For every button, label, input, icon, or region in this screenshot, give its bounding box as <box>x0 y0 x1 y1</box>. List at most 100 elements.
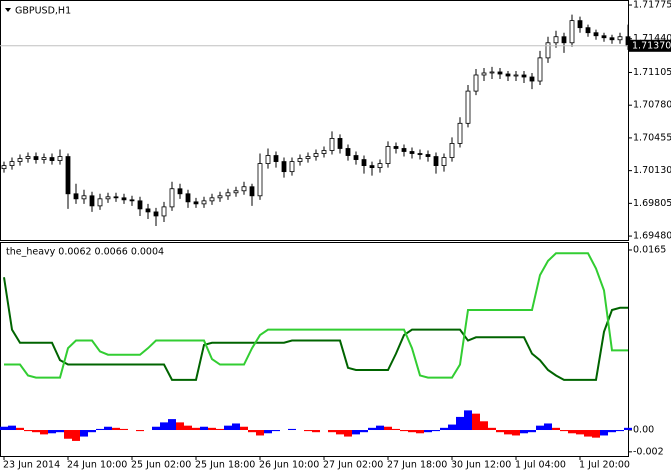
candle-body <box>505 73 511 77</box>
histogram-bar <box>184 425 192 431</box>
y-tick-label: -0.002 <box>633 446 664 457</box>
candle-body <box>121 197 127 201</box>
histogram-bar <box>216 428 224 431</box>
candle-body <box>433 156 439 166</box>
histogram-bar <box>344 430 352 437</box>
histogram-bar <box>24 430 32 432</box>
candle-body <box>409 151 415 154</box>
x-tick-label: 23 Jun 2014 <box>3 460 60 471</box>
candle-body <box>585 27 591 34</box>
histogram-bar <box>208 427 216 431</box>
menu-arrow[interactable] <box>5 8 11 12</box>
y-tick-label: 1.70455 <box>633 132 671 143</box>
candle-body <box>17 158 23 162</box>
histogram-bar <box>200 426 208 431</box>
candle-body <box>305 156 311 159</box>
candle-body <box>385 146 391 164</box>
y-tick-label: 1.69480 <box>633 231 671 242</box>
histogram-bar <box>136 430 144 432</box>
histogram-bar <box>504 430 512 435</box>
x-tick-label: 30 Jun 12:00 <box>451 460 511 471</box>
candle-body <box>289 161 295 173</box>
symbol-title: GBPUSD,H1 <box>15 6 71 17</box>
candle-body <box>137 200 143 210</box>
price-label-box <box>628 39 671 52</box>
histogram-bar <box>352 430 360 435</box>
histogram-bar <box>40 430 48 435</box>
histogram-bar <box>368 427 376 431</box>
indicator-line <box>3 277 628 381</box>
candle-body <box>369 165 375 169</box>
histogram-bar <box>72 430 80 441</box>
candle-body <box>129 199 135 202</box>
candle-body <box>241 186 247 192</box>
histogram-bar <box>528 430 536 433</box>
y-tick-label: 0.00 <box>633 425 654 436</box>
histogram-bar <box>80 430 88 437</box>
candle-body <box>193 201 199 205</box>
y-tick-label: 1.71105 <box>633 67 671 78</box>
y-tick-label: 0.0165 <box>633 244 666 255</box>
histogram-bar <box>400 430 408 432</box>
histogram-bar <box>560 430 568 432</box>
candle-body <box>545 42 551 59</box>
histogram-bar <box>264 430 272 434</box>
histogram-bar <box>96 428 104 431</box>
candle-body <box>569 20 575 44</box>
candle-body <box>9 161 15 166</box>
histogram-bar <box>456 416 464 431</box>
histogram-bar <box>0 426 8 431</box>
histogram-bar <box>16 427 24 431</box>
candle-body <box>577 20 583 29</box>
histogram-bar <box>616 430 624 432</box>
histogram-bar <box>488 427 496 431</box>
y-tick-label: 1.70780 <box>633 100 671 111</box>
histogram-bar <box>600 430 608 436</box>
histogram-bar <box>288 428 296 431</box>
candle-body <box>169 188 175 208</box>
price-label: 1.71370 <box>632 40 671 51</box>
candle-body <box>337 138 343 149</box>
candle-body <box>473 74 479 92</box>
indicator-line <box>4 252 628 379</box>
candle-body <box>201 200 207 205</box>
histogram-bar <box>552 427 560 431</box>
candle-body <box>81 195 87 200</box>
candle-body <box>49 157 55 161</box>
histogram-bar <box>512 430 520 436</box>
indicator-title: the_heavy 0.0062 0.0066 0.0004 <box>6 247 164 258</box>
histogram-bar <box>160 422 168 431</box>
candle-body <box>273 155 279 162</box>
candle-body <box>593 32 599 37</box>
candle-body <box>313 153 319 157</box>
candle-body <box>481 72 487 76</box>
histogram-bar <box>248 430 256 433</box>
candle-body <box>561 36 567 44</box>
histogram-bar <box>328 430 336 433</box>
candle-body <box>489 71 495 74</box>
histogram-bar <box>176 422 184 431</box>
candle-body <box>601 35 607 39</box>
candle-body <box>513 74 519 77</box>
candle-body <box>377 163 383 169</box>
histogram-bar <box>424 430 432 433</box>
x-tick-label: 27 Jun 18:00 <box>387 460 447 471</box>
candle-body <box>521 74 527 78</box>
histogram-bar <box>152 426 160 431</box>
y-tick-label: 1.71775 <box>633 0 671 11</box>
y-tick-label: 1.69805 <box>633 198 671 209</box>
candle-body <box>609 37 615 41</box>
candle-body <box>33 156 39 160</box>
histogram-bar <box>272 430 280 432</box>
candle-body <box>41 157 47 160</box>
candle-body <box>57 156 63 161</box>
candle-body <box>177 188 183 195</box>
histogram-bar <box>304 430 312 432</box>
histogram-bar <box>584 430 592 437</box>
candle-body <box>393 146 399 149</box>
candle-body <box>553 36 559 44</box>
histogram-bar <box>520 430 528 434</box>
histogram-bar <box>256 430 264 436</box>
candle-body <box>89 195 95 207</box>
candle-body <box>457 122 463 144</box>
